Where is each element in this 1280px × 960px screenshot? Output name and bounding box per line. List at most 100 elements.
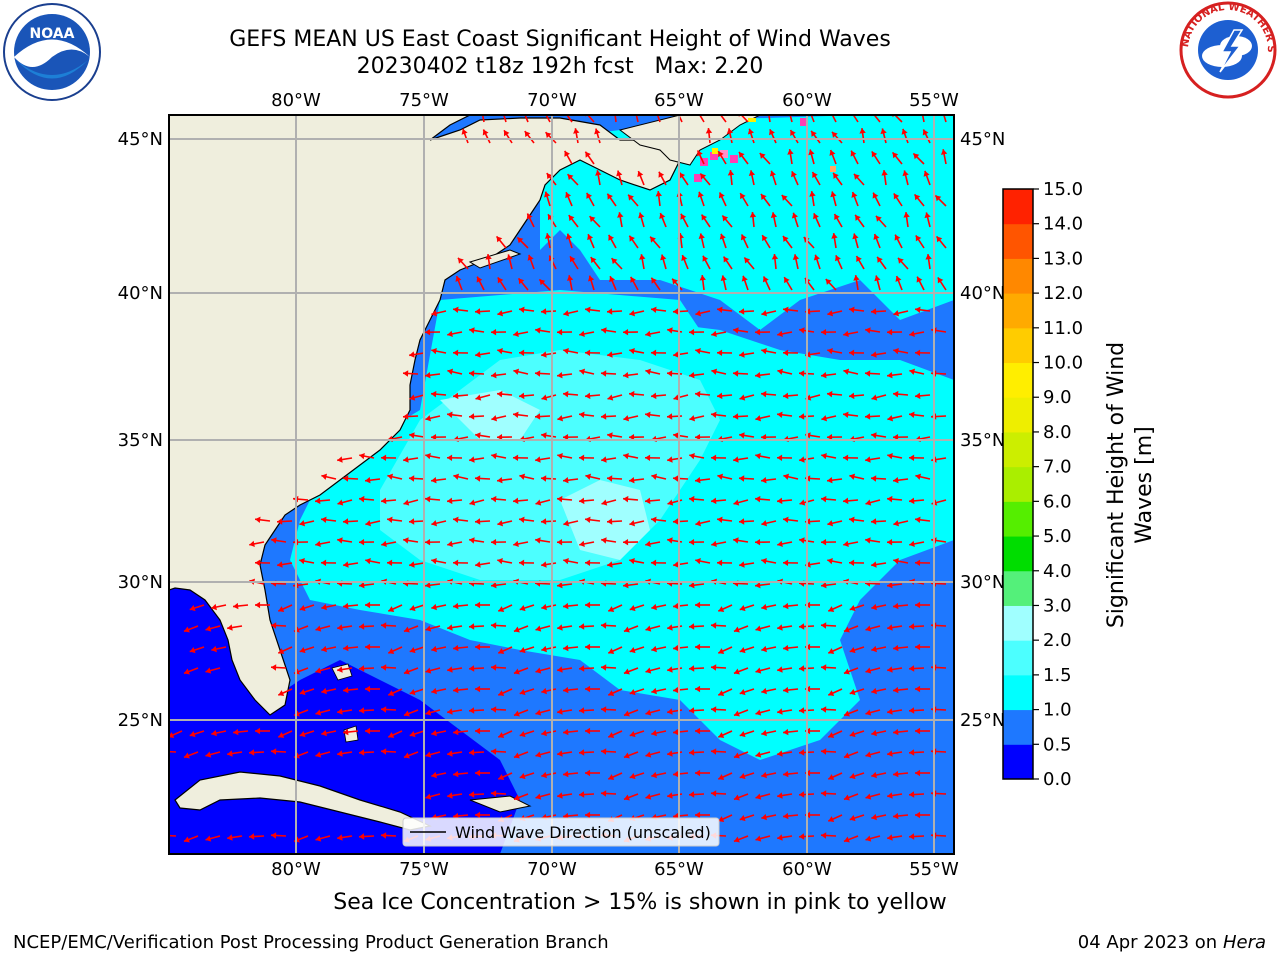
wind-wave-arrowhead [799,370,805,377]
wind-wave-arrowhead [761,557,767,565]
wind-wave-arrowhead [381,622,387,629]
wind-wave-arrowhead [541,432,547,439]
wind-wave-arrowhead [673,728,679,736]
wind-wave-arrowhead [741,275,748,282]
wind-wave-arrowhead [517,237,524,244]
wind-wave-arrowhead [667,750,673,757]
wind-wave-arrowhead [667,456,673,463]
colorbar-tick-label: 2.0 [1043,630,1072,651]
wind-wave-arrowhead [865,667,872,674]
wind-wave-arrowhead [475,394,482,401]
wind-wave-arrowhead [711,368,718,375]
wind-wave-arrowhead [491,582,497,589]
wind-wave-arrowhead [535,537,541,544]
wind-wave-arrowhead [491,790,497,797]
wind-wave-arrowhead [365,643,371,651]
wind-wave-arrowhead [563,644,569,652]
footer-date-text: 04 Apr 2023 on [1077,932,1223,953]
wave-region-pale-cyan [440,390,650,560]
wind-wave-arrowhead [799,623,805,630]
wind-wave-arrowhead [915,685,921,693]
wind-wave-arrowhead [535,413,541,420]
wind-wave-arrowhead [541,518,547,525]
wind-wave-arrowhead [381,832,387,839]
wind-wave-arrowhead [629,557,635,565]
wind-wave-arrowhead [535,625,542,632]
wind-wave-arrowhead [651,687,657,695]
wind-wave-arrowhead [783,812,789,820]
land-hispaniola [469,795,532,813]
colorbar-segment [1003,189,1033,225]
wind-wave-arrowhead [601,706,607,713]
wind-wave-arrowhead [573,128,580,134]
wind-wave-arrowhead [409,561,415,568]
wind-wave-arrowhead [343,644,349,652]
wind-wave-arrowhead [557,582,563,589]
wind-wave-arrowhead [755,582,761,589]
wind-wave-arrowhead [673,308,679,315]
wind-wave-arrowhead [453,686,459,694]
wind-wave-arrowhead [667,327,673,334]
wind-wave-arrowhead [321,645,327,653]
colorbar-segment [1003,640,1033,676]
colorbar-segment [1003,709,1033,745]
lon-labels-top: 80°W 75°W 70°W 65°W 60°W 55°W [271,90,959,111]
wind-wave-arrowhead [365,477,371,484]
wind-wave-arrowhead [689,582,695,589]
wind-wave-arrowhead [498,606,505,612]
wind-wave-arrowhead [689,791,695,798]
wind-wave-arrowhead [761,390,767,398]
wind-wave-arrowhead [337,708,343,715]
wind-wave-arrowhead [579,749,585,756]
wind-wave-arrowhead [387,473,394,480]
colorbar-tick-label: 10.0 [1043,353,1083,374]
wind-wave-arrowhead [695,557,701,565]
wind-wave-arrowhead [255,516,261,523]
lat-label: 35°N [118,430,163,451]
wind-wave-arrows [169,115,948,843]
wind-wave-arrowhead [425,751,432,758]
wind-wave-arrowhead [447,454,453,462]
wind-wave-arrowhead [359,707,365,714]
wind-wave-arrow [810,115,815,123]
wind-wave-arrowhead [783,306,789,313]
wind-wave-arrowhead [425,452,431,460]
wind-wave-arrowhead [409,394,416,401]
colorbar-tick-label: 0.0 [1043,769,1072,790]
wind-wave-arrowhead [909,540,915,548]
wind-wave-arrowhead [831,233,838,239]
wind-wave-arrowhead [821,622,827,629]
wind-wave-arrowhead [504,130,510,137]
wind-wave-arrowhead [365,685,371,693]
wind-wave-arrowhead [718,192,725,199]
wind-wave-arrowhead [299,605,306,612]
wind-wave-arrowhead [667,624,673,631]
wind-wave-arrowhead [781,195,788,201]
national-weather-service-logo-icon: NATIONAL WEATHER SERVICE [1176,0,1277,99]
wind-wave-arrowhead [585,516,591,523]
wind-wave-arrowhead [506,254,513,261]
colorbar-frame [1002,188,1034,780]
wind-wave-arrowhead [513,794,520,801]
wind-wave-arrowhead [277,518,283,525]
sea-ice-patches [694,118,836,182]
wind-wave-arrowhead [453,559,459,567]
wind-wave-arrowhead [315,667,322,674]
wind-wave-arrowhead [409,518,415,525]
wind-wave-arrowhead [940,149,948,155]
lon-label: 70°W [527,90,577,111]
wind-wave-arrowhead [871,308,877,315]
wind-wave-arrow [481,115,485,123]
wind-wave-arrowhead [211,645,217,653]
wind-wave-arrowhead [315,540,321,548]
wind-wave-arrowhead [544,233,552,239]
wind-wave-arrowhead [813,254,820,261]
wind-wave-arrowhead [585,349,591,357]
wind-wave-arrowhead [409,475,415,482]
wind-wave-arrowhead [513,540,519,548]
wind-wave-arrowhead [513,668,520,675]
wind-wave-arrowhead [843,710,850,717]
wind-wave-arrowhead [639,254,646,260]
wind-wave-arrowhead [585,151,591,158]
wind-wave-arrowhead [535,793,542,800]
